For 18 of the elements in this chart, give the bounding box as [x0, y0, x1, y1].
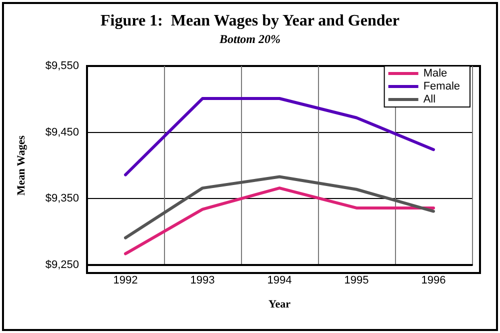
legend-label: Male — [423, 68, 448, 80]
y-tick-label: $9,550 — [45, 60, 79, 72]
x-tick-label: 1994 — [267, 274, 292, 286]
line-series — [124, 175, 435, 240]
y-tick-label: $9,250 — [45, 259, 79, 271]
y-tick-label: $9,450 — [45, 126, 79, 138]
line-series — [124, 186, 435, 256]
chart-title: Figure 1: Mean Wages by Year and Gender — [100, 12, 400, 30]
legend-label: All — [423, 94, 436, 106]
y-axis-title: Mean Wages — [16, 134, 28, 196]
x-tick-label: 1995 — [344, 274, 369, 286]
x-tick-label: 1996 — [421, 274, 446, 286]
x-tick-label: 1992 — [113, 274, 138, 286]
x-tick-label: 1993 — [190, 274, 215, 286]
chart-subtitle: Bottom 20% — [218, 32, 281, 46]
x-axis-title: Year — [268, 298, 291, 310]
y-tick-label: $9,350 — [45, 192, 79, 205]
legend-label: Female — [423, 80, 460, 92]
